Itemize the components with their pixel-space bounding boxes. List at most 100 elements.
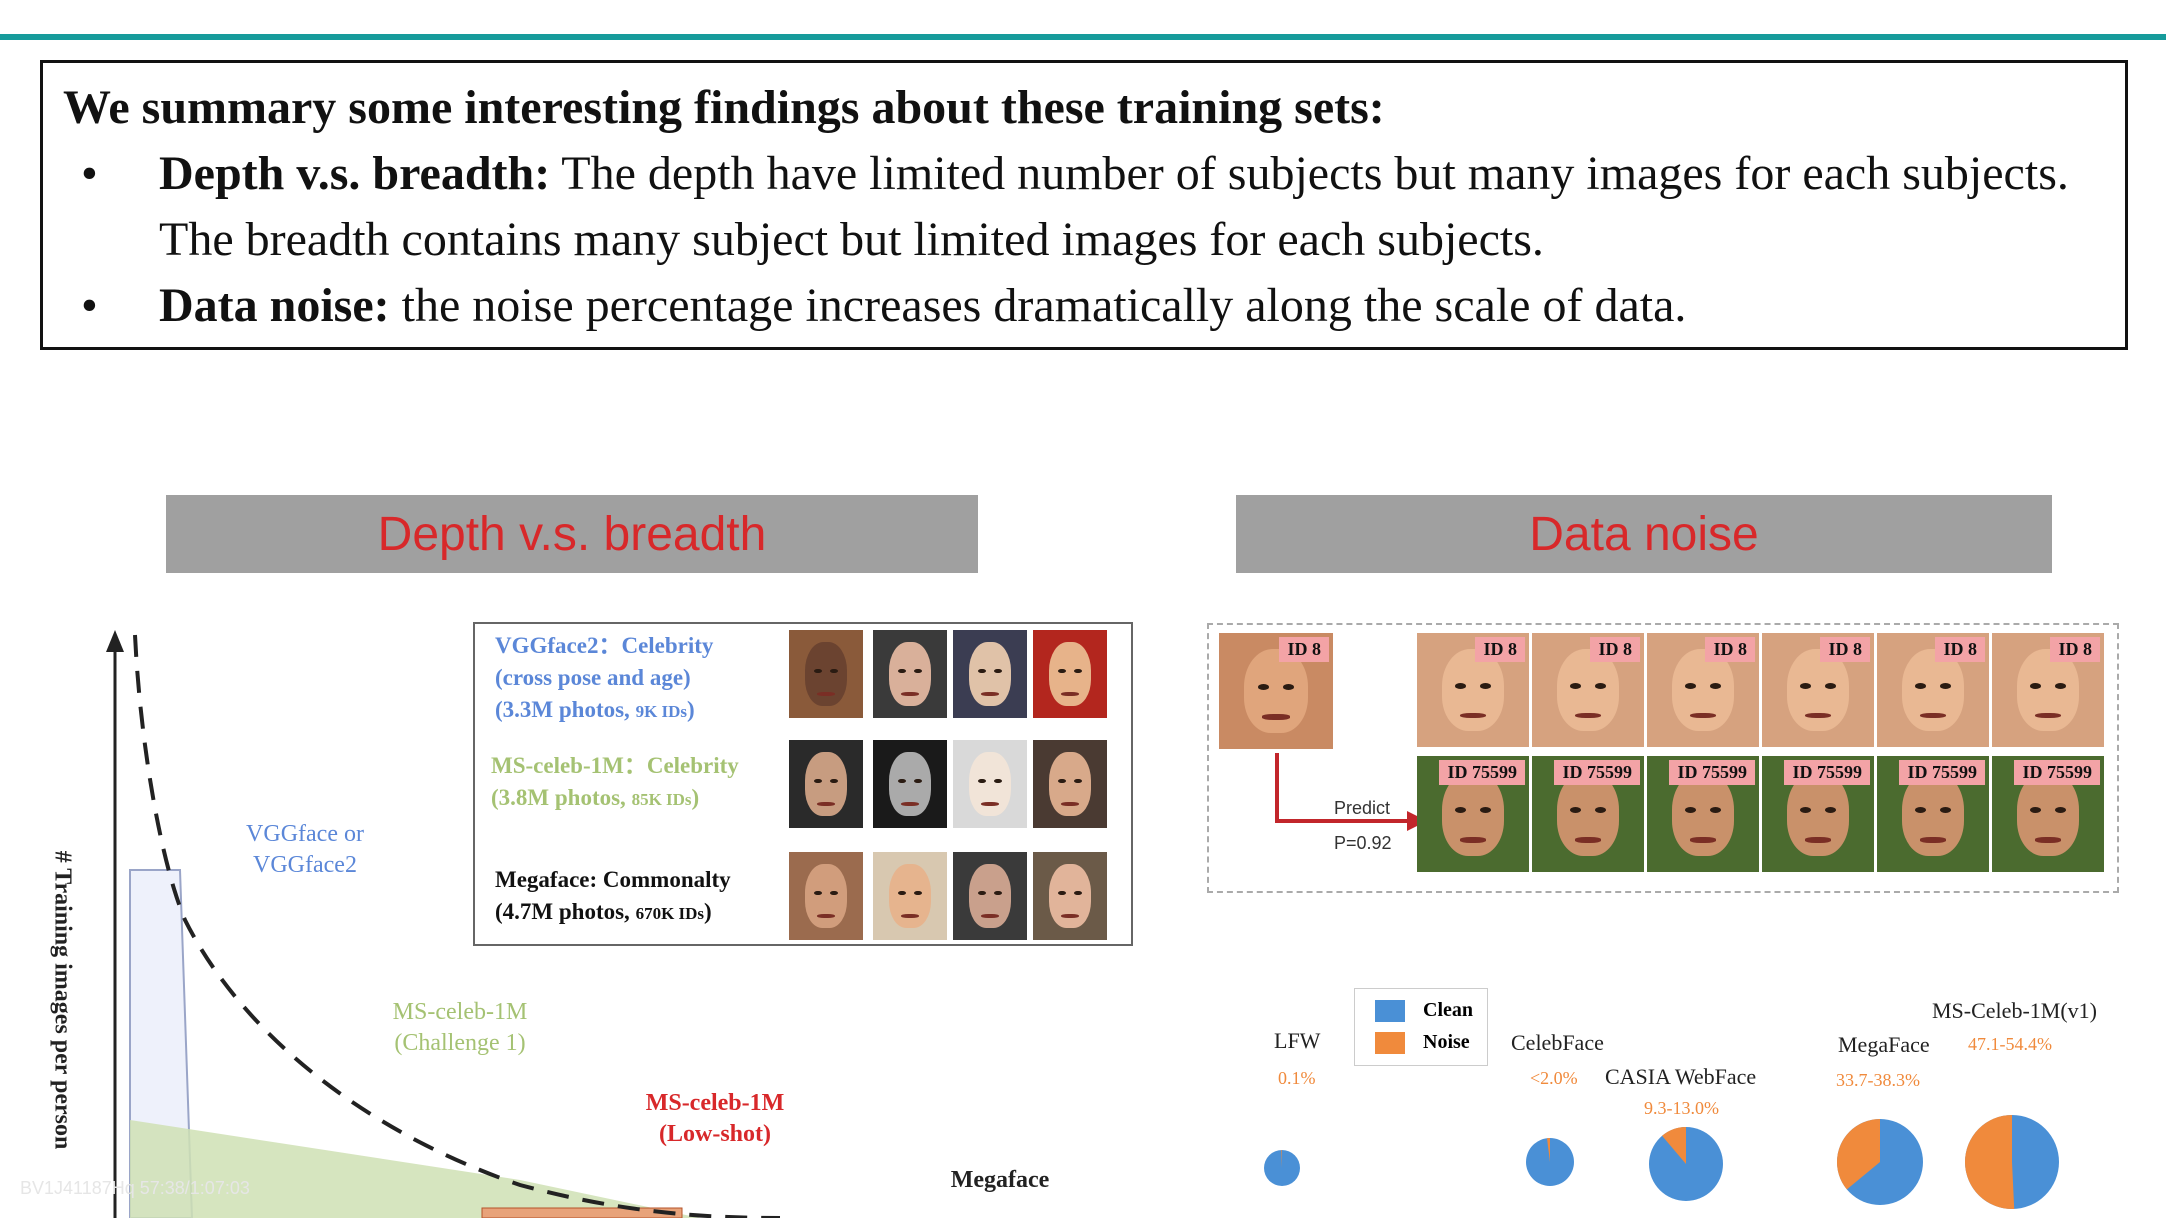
legend-clean: Clean: [1375, 999, 1473, 1022]
label-ms-challenge: MS-celeb-1M (Challenge 1): [392, 999, 528, 1056]
pie-casia-webface: [1649, 1127, 1723, 1201]
bullet-depth: • Depth v.s. breadth: The depth have lim…: [63, 141, 2105, 273]
pie-lfw: [1264, 1150, 1300, 1186]
pie-pct-celebface: <2.0%: [1530, 1068, 1578, 1088]
face-id-tag: ID 8: [1590, 637, 1640, 662]
pie-celebface: [1526, 1138, 1574, 1186]
pie-label-msceleb: MS-Celeb-1M(v1): [1932, 998, 2097, 1023]
noise-face-id8: ID 8: [1532, 633, 1644, 747]
ms-line2: (3.8M photos, 85K IDs): [491, 785, 700, 810]
noise-face-id8: ID 8: [1992, 633, 2104, 747]
bullet-depth-text: The depth have limited number of subject…: [159, 147, 2069, 266]
vgg2-description: VGGface2：Celebrity (cross pose and age) …: [495, 630, 713, 728]
vgg2-line1: VGGface2：Celebrity: [495, 633, 714, 658]
noise-example-panel: ID 8 Predict P=0.92 ID 8 ID 8 ID 8 ID 8 ID 8…: [1207, 623, 2119, 893]
dataset-face-image: [873, 630, 947, 718]
noise-face-id8: ID 8: [1417, 633, 1529, 747]
dataset-face-image: [789, 740, 863, 828]
pie-label-casia: CASIA WebFace: [1605, 1064, 1757, 1089]
vgg2-line3: (3.3M photos, 9K IDs): [495, 697, 695, 722]
depth-breadth-curve: [133, 634, 781, 1218]
ms-ids: 85K IDs: [631, 790, 692, 809]
pie-noise-slice: [1546, 1138, 1550, 1162]
pie-legend: Clean Noise: [1354, 988, 1488, 1066]
noise-face-id75599: ID 75599: [1417, 756, 1529, 872]
predict-probability: P=0.92: [1334, 833, 1392, 853]
y-axis-arrow: [106, 630, 124, 652]
bullet-noise-title: Data noise:: [159, 279, 390, 332]
ms-line1: MS-celeb-1M：Celebrity: [491, 753, 739, 778]
mega-photos: (4.7M photos,: [495, 899, 636, 924]
vgg2-ids: 9K IDs: [635, 702, 688, 721]
face-id-tag: ID 8: [1820, 637, 1870, 662]
video-watermark: BV1J41187Hq 57:38/1:07:03: [20, 1178, 250, 1198]
legend-clean-label: Clean: [1423, 999, 1473, 1021]
query-id-tag: ID 8: [1279, 637, 1329, 662]
pie-label-megaface: MegaFace: [1838, 1032, 1930, 1057]
bullet-noise-text: the noise percentage increases dramatica…: [389, 279, 1687, 332]
mega-line2: (4.7M photos, 670K IDs): [495, 899, 712, 924]
noise-face-id8: ID 8: [1877, 633, 1989, 747]
clean-swatch: [1375, 999, 1405, 1022]
noise-face-id75599: ID 75599: [1647, 756, 1759, 872]
noise-face-id75599: ID 75599: [1877, 756, 1989, 872]
label-megaface: Megaface: [950, 1167, 1050, 1193]
pie-pct-lfw: 0.1%: [1278, 1068, 1316, 1088]
dataset-face-image: [1033, 852, 1107, 940]
dataset-face-image: [1033, 630, 1107, 718]
dataset-face-image: [1033, 740, 1107, 828]
vgg2-line2: (cross pose and age): [495, 665, 691, 690]
summary-intro: We summary some interesting findings abo…: [63, 81, 1385, 134]
dataset-face-image: [953, 852, 1027, 940]
pie-ms-celeb-1m-v1-: [1965, 1115, 2059, 1209]
face-id-tag: ID 75599: [1899, 760, 1985, 785]
ms-lowshot-region: [481, 1207, 683, 1218]
pie-noise-slice: [1836, 1119, 1880, 1190]
bullet-dot: •: [81, 279, 98, 332]
dataset-face-image: [953, 630, 1027, 718]
pie-megaface: [1836, 1119, 1923, 1205]
pie-noise-slice: [1281, 1150, 1282, 1168]
legend-noise: Noise: [1375, 1031, 1470, 1054]
predict-label: Predict: [1334, 798, 1391, 818]
pie-label-lfw: LFW: [1274, 1028, 1321, 1053]
face-id-tag: ID 8: [2050, 637, 2100, 662]
face-id-tag: ID 8: [1935, 637, 1985, 662]
mega-line1: Megaface: Commonalty: [495, 867, 731, 892]
mega-ids: 670K IDs: [635, 904, 705, 923]
label-ms-lowshot: MS-celeb-1M (Low-shot): [645, 1090, 785, 1147]
pie-noise-slice: [1662, 1127, 1686, 1164]
dataset-face-image: [953, 740, 1027, 828]
bullet-dot: •: [81, 147, 98, 200]
face-id-tag: ID 8: [1705, 637, 1755, 662]
dataset-face-image: [789, 852, 863, 940]
pie-pct-megaface: 33.7-38.3%: [1836, 1070, 1920, 1090]
face-id-tag: ID 75599: [2014, 760, 2100, 785]
dataset-box: VGGface2：Celebrity (cross pose and age) …: [473, 622, 1133, 946]
pie-pct-casia: 9.3-13.0%: [1644, 1098, 1719, 1118]
face-id-tag: ID 75599: [1669, 760, 1755, 785]
legend-noise-label: Noise: [1423, 1031, 1470, 1053]
pie-label-celebface: CelebFace: [1511, 1030, 1604, 1055]
mega-description: Megaface: Commonalty (4.7M photos, 670K …: [495, 864, 731, 930]
face-id-tag: ID 75599: [1784, 760, 1870, 785]
noise-face-id75599: ID 75599: [1532, 756, 1644, 872]
noise-face-id75599: ID 75599: [1992, 756, 2104, 872]
section-noise-header: Data noise: [1236, 495, 2052, 573]
pie-pct-msceleb: 47.1-54.4%: [1968, 1034, 2052, 1054]
face-id-tag: ID 8: [1475, 637, 1525, 662]
ms-photos: (3.8M photos,: [491, 785, 632, 810]
noise-face-id75599: ID 75599: [1762, 756, 1874, 872]
depth-breadth-diagram: [106, 630, 781, 1218]
vgg2-photos: (3.3M photos,: [495, 697, 636, 722]
noise-swatch: [1375, 1031, 1405, 1054]
bullet-noise: • Data noise: the noise percentage incre…: [63, 273, 2105, 339]
face-id-tag: ID 75599: [1439, 760, 1525, 785]
noise-face-id8: ID 8: [1762, 633, 1874, 747]
top-accent-line: [0, 34, 2166, 40]
noise-face-id8: ID 8: [1647, 633, 1759, 747]
label-vgg: VGGface or VGGface2: [246, 821, 364, 878]
face-id-tag: ID 75599: [1554, 760, 1640, 785]
dataset-face-image: [873, 852, 947, 940]
